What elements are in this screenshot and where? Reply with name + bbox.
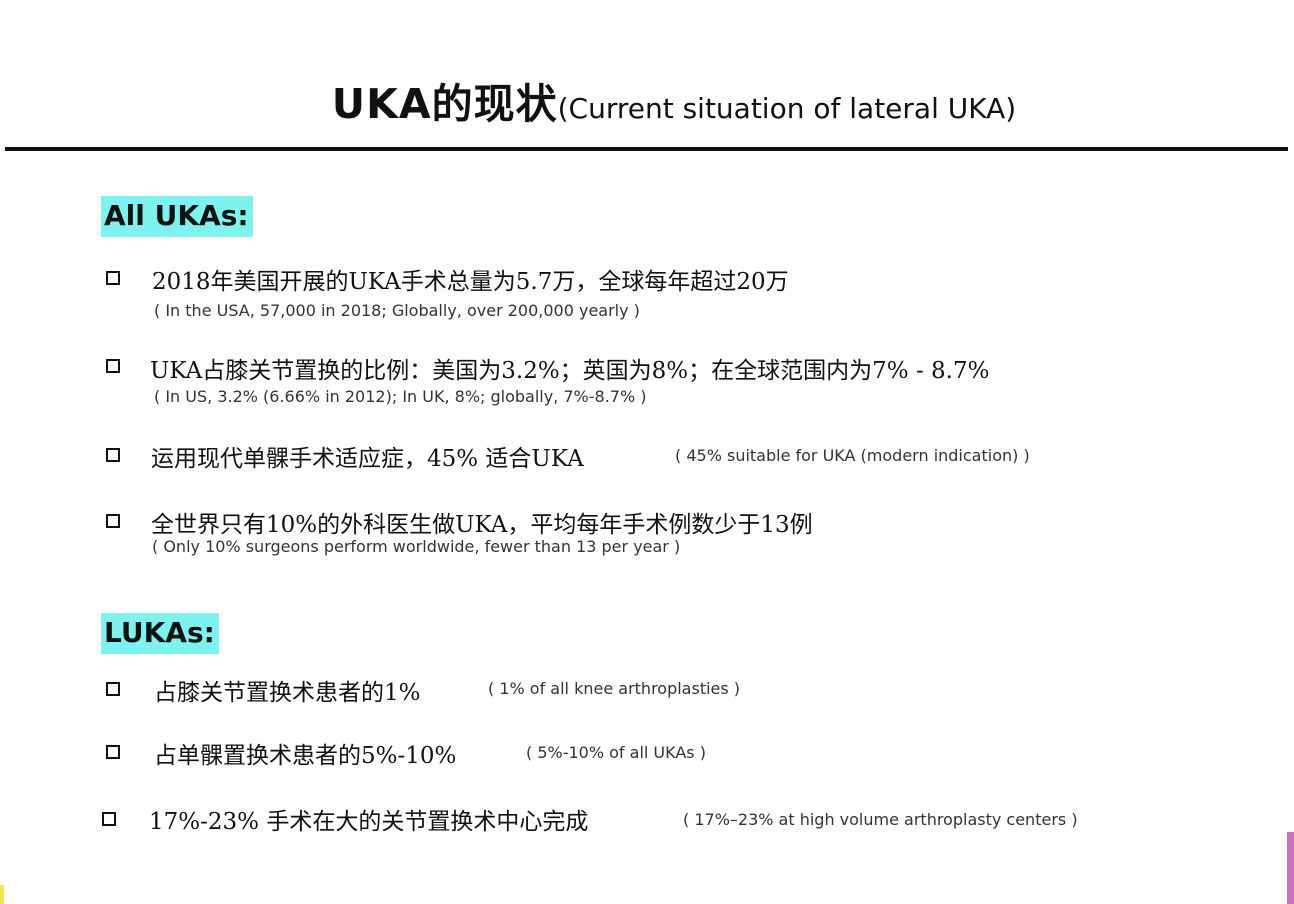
item-text-cn: 运用现代单髁手术适应症，45% 适合UKA (151, 446, 584, 472)
item-text-cn: 17%-23% 手术在大的关节置换术中心完成 (149, 809, 589, 835)
section-label-lukas: LUKAs: (101, 613, 219, 654)
slide-title-sub: (Current situation of lateral UKA) (557, 92, 1017, 125)
checkbox-square-icon (106, 745, 120, 759)
accent-side-bar (1287, 832, 1294, 904)
checkbox-square-icon (106, 514, 120, 528)
item-text-en: ( 1% of all knee arthroplasties ) (488, 679, 741, 698)
item-text-cn: UKA占膝关节置换的比例：美国为3.2%；英国为8%；在全球范围内为7% - 8… (150, 358, 990, 384)
item-text-cn: 占膝关节置换术患者的1% (154, 680, 421, 706)
item-text-cn: 占单髁置换术患者的5%-10% (154, 743, 457, 769)
checkbox-square-icon (106, 271, 120, 285)
title-divider (5, 147, 1288, 151)
checkbox-square-icon (102, 812, 116, 826)
checkbox-square-icon (106, 682, 120, 696)
item-text-en: ( In US, 3.2% (6.66% in 2012); In UK, 8%… (154, 387, 647, 406)
section-label-all-ukas: All UKAs: (101, 196, 253, 237)
item-text-cn: 2018年美国开展的UKA手术总量为5.7万，全球每年超过20万 (152, 269, 789, 295)
item-text-en: ( Only 10% surgeons perform worldwide, f… (152, 537, 681, 556)
corner-mark (0, 885, 4, 904)
checkbox-square-icon (106, 359, 120, 373)
slide-title-main: UKA的现状 (331, 80, 558, 128)
item-text-en: ( 45% suitable for UKA (modern indicatio… (675, 446, 1030, 465)
item-text-en: ( In the USA, 57,000 in 2018; Globally, … (154, 301, 640, 320)
item-text-en: ( 17%–23% at high volume arthroplasty ce… (683, 810, 1078, 829)
item-text-en: ( 5%-10% of all UKAs ) (526, 743, 706, 762)
slide-title: UKA的现状(Current situation of lateral UKA) (0, 70, 1294, 130)
item-text-cn: 全世界只有10%的外科医生做UKA，平均每年手术例数少于13例 (151, 512, 813, 538)
checkbox-square-icon (106, 448, 120, 462)
